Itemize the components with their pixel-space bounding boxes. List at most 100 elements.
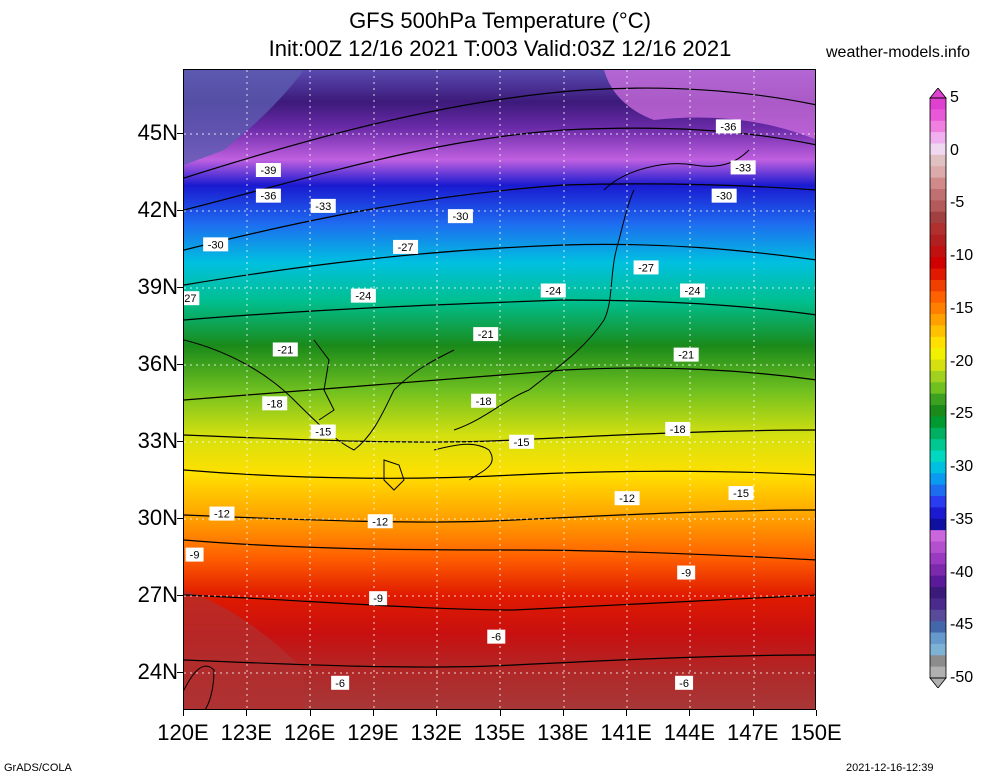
colorbar-segment [930, 109, 946, 122]
contour-label-bg [310, 198, 336, 213]
contour-label: -27 [398, 242, 414, 254]
colorbar-segment [930, 484, 946, 497]
colorbar-segment [930, 257, 946, 270]
contour-label-bg [711, 188, 737, 203]
colorbar-top-arrow [929, 88, 947, 99]
contour-label: -30 [716, 191, 732, 203]
colorbar-segment [930, 496, 946, 508]
colorbar-segment [930, 370, 946, 383]
contour-label-bg [673, 347, 699, 362]
colorbar-segment [930, 245, 946, 258]
lon-label: 129E [347, 720, 399, 745]
lon-tick [626, 710, 628, 716]
contour-label-bg [447, 209, 473, 224]
title-line-2: Init:00Z 12/16 2021 T:003 Valid:03Z 12/1… [268, 36, 732, 61]
colorbar-segment [930, 530, 946, 543]
colorbar-segment [930, 279, 946, 292]
colorbar-segment [930, 143, 946, 156]
lat-label: 33N [137, 427, 178, 453]
colorbar-segment [930, 552, 946, 565]
map-frame: -36 -33 -30 -39 -36 -33 -30 -30 -27 -27 27 -24 -24 -2… [183, 69, 816, 710]
colorbar-segment [930, 405, 946, 417]
colorbar-segment [930, 188, 946, 201]
colorbar-label: -10 [950, 247, 974, 265]
colorbar-segment [930, 211, 946, 224]
contour-label-bg [487, 629, 506, 644]
contour-label-bg [272, 342, 298, 357]
colorbar-segment [930, 166, 946, 179]
colorbar-segment [930, 98, 946, 110]
contour-label: -9 [373, 593, 383, 605]
contour-label: 27 [184, 293, 196, 305]
colorbar-segment [930, 234, 946, 247]
lat-tick [177, 440, 183, 442]
colorbar [929, 88, 947, 688]
contour-label: -6 [679, 678, 689, 690]
lat-label: 24N [137, 658, 178, 684]
contour-label-bg [540, 283, 566, 298]
colorbar-label: 0 [950, 141, 959, 159]
colorbar-segment [930, 382, 946, 395]
contour-label-bg [185, 547, 204, 562]
contour-label: -21 [678, 350, 694, 362]
contour-label: -9 [681, 568, 691, 580]
contour-label: -12 [619, 493, 635, 505]
colorbar-label: -15 [950, 299, 974, 317]
contour-label: -21 [277, 344, 293, 356]
contour-label: -12 [372, 516, 388, 528]
lat-label: 45N [137, 120, 178, 146]
contour-label-bg [369, 591, 388, 606]
contour-label-bg [262, 396, 288, 411]
temperature-map: -36 -33 -30 -39 -36 -33 -30 -30 -27 -27 27 -24 -24 -2… [184, 70, 815, 709]
colorbar-segment [930, 643, 946, 656]
lat-tick [177, 594, 183, 596]
contour-label-bg [677, 565, 696, 580]
lat-tick [177, 363, 183, 365]
colorbar-outline [929, 97, 947, 679]
lon-label: 147E [726, 720, 779, 745]
colorbar-segment [930, 598, 946, 611]
contour-label-bg [471, 393, 497, 408]
colorbar-label: -35 [950, 510, 974, 528]
colorbar-segment [930, 507, 946, 520]
contour-label-bg [331, 675, 350, 690]
credit-left: GrADS/COLA [4, 762, 72, 774]
contour-label: -39 [260, 165, 276, 177]
colorbar-label: 5 [950, 89, 959, 106]
lat-tick [177, 133, 183, 135]
contour-label: -27 [638, 262, 654, 274]
contour-label-bg [367, 514, 393, 529]
colorbar-segment [930, 473, 946, 486]
colorbar-segment [930, 132, 946, 144]
contour-label-bg [393, 239, 419, 254]
lon-label: 120E [157, 720, 209, 745]
colorbar-segment [930, 450, 946, 463]
contour-label-bg [203, 237, 229, 252]
colorbar-label: -25 [950, 405, 974, 423]
colorbar-segment [930, 223, 946, 235]
colorbar-label: -20 [950, 352, 974, 370]
contour-label: -15 [733, 488, 749, 500]
colorbar-label: -45 [950, 616, 974, 634]
colorbar-label: -40 [950, 563, 974, 581]
colorbar-segment [930, 621, 946, 634]
credit-right: 2021-12-16-12:39 [846, 762, 934, 774]
lat-tick [177, 517, 183, 519]
colorbar-segment [930, 200, 946, 213]
northwest-cold-pool [184, 70, 304, 165]
contour-label: -30 [208, 239, 224, 251]
northeast-warm-pool [604, 70, 815, 140]
lon-tick [183, 710, 184, 716]
contour-label: -6 [491, 632, 501, 644]
contour-label: -15 [315, 427, 331, 439]
contour-label-bg [633, 260, 659, 275]
contour-label-bg [209, 506, 235, 521]
site-label: weather-models.info [826, 44, 971, 61]
lon-tick [562, 710, 564, 716]
lon-label: 138E [537, 720, 589, 745]
lon-label: 150E [790, 720, 842, 745]
contour-label: -36 [260, 191, 276, 203]
colorbar-bottom-arrow [929, 677, 947, 688]
contour-label: -33 [735, 162, 751, 174]
contour-label: -33 [315, 201, 331, 213]
